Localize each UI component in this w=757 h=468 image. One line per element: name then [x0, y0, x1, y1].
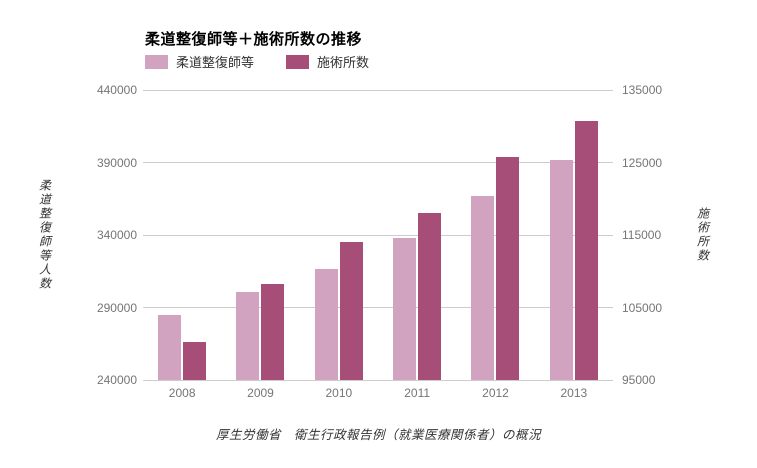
- bar-施術所数-2008: [183, 342, 207, 380]
- bar-group-2011: [378, 90, 456, 380]
- source-caption: 厚生労働省 衛生行政報告例（就業医療関係者）の概況: [215, 428, 541, 442]
- bar-group-2012: [456, 90, 534, 380]
- bar-group-2013: [535, 90, 613, 380]
- bar-柔道整復師等-2009: [236, 291, 260, 380]
- x-axis-tick-label: 2008: [168, 386, 196, 400]
- bar-施術所数-2009: [261, 284, 285, 380]
- bar-group-2009: [221, 90, 299, 380]
- y-axis-right-title: 施術所数: [695, 207, 710, 263]
- gridline: [143, 89, 613, 91]
- legend-item-treatment-facilities: 施術所数: [286, 52, 369, 71]
- chart-title: 柔道整復師等＋施術所数の推移: [145, 31, 363, 48]
- x-axis-tick-label: 2011: [404, 386, 431, 400]
- x-axis-tick-label: 2012: [482, 386, 509, 400]
- y-axis-left-title: 柔道整復師等人数: [37, 179, 52, 291]
- y-axis-left-tick-label: 340000: [96, 228, 137, 242]
- bar-施術所数-2010: [339, 241, 363, 380]
- gridline: [143, 307, 613, 308]
- y-axis-left-tick-label: 390000: [96, 155, 137, 170]
- y-axis-left-tick-label: 240000: [96, 373, 137, 387]
- x-axis-tick-label: 2013: [560, 386, 588, 400]
- x-axis-tick-label: 2010: [325, 386, 353, 400]
- bar-柔道整復師等-2013: [549, 160, 573, 380]
- y-axis-right-tick-label: 95000: [622, 373, 656, 387]
- legend-swatch-judo-therapists: [145, 54, 168, 69]
- legend: 柔道整復師等 施術所数: [145, 52, 369, 71]
- bar-施術所数-2012: [496, 157, 520, 380]
- gridline: [143, 162, 613, 163]
- y-axis-left: 240000 290000 340000 390000 440000: [0, 83, 137, 387]
- bar-柔道整復師等-2012: [471, 195, 495, 380]
- legend-item-judo-therapists: 柔道整復師等: [145, 52, 254, 71]
- plot-area: [143, 89, 613, 381]
- legend-label-treatment-facilities: 施術所数: [317, 55, 370, 70]
- y-axis-right-tick-label: 115000: [622, 228, 662, 242]
- bar-柔道整復師等-2010: [314, 269, 338, 380]
- gridline: [143, 234, 613, 236]
- y-axis-right-tick-label: 105000: [622, 300, 663, 315]
- y-axis-right: 95000 105000 115000 125000 135000: [622, 83, 712, 387]
- x-axis-tick-label: 2009: [247, 386, 274, 400]
- y-axis-right-tick-label: 125000: [622, 155, 663, 170]
- bar-group-2010: [300, 90, 378, 380]
- x-axis: 2008 2009 2010 2011 2012 2013: [143, 386, 613, 402]
- bar-施術所数-2011: [418, 213, 442, 380]
- y-axis-left-tick-label: 440000: [96, 83, 137, 97]
- bar-柔道整復師等-2011: [393, 237, 417, 380]
- legend-swatch-treatment-facilities: [286, 54, 310, 69]
- y-axis-right-tick-label: 135000: [622, 83, 663, 97]
- bar-施術所数-2013: [574, 121, 598, 380]
- legend-label-judo-therapists: 柔道整復師等: [176, 55, 255, 70]
- bar-柔道整復師等-2008: [158, 314, 182, 380]
- bar-group-2008: [143, 90, 221, 380]
- y-axis-left-tick-label: 290000: [96, 300, 137, 315]
- gridline: [143, 379, 613, 381]
